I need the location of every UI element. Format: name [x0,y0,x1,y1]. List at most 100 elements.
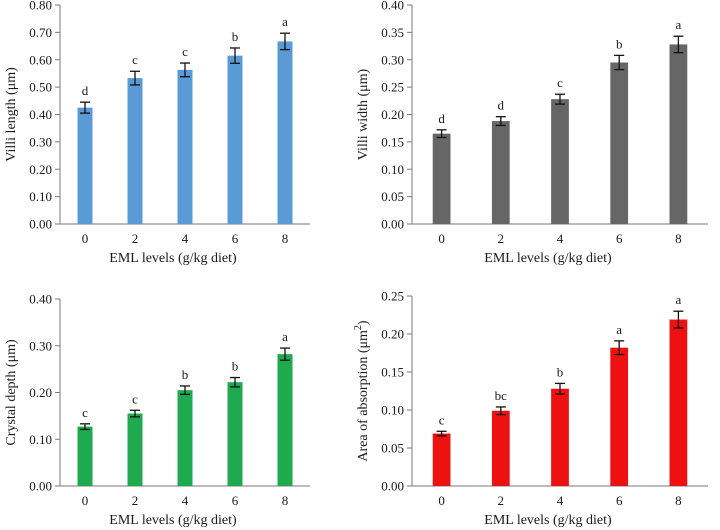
y-tick-label: 0.30 [29,338,52,353]
x-axis-label: EML levels (g/kg diet) [484,513,612,528]
y-axis-label-suffix: ) [356,320,371,325]
chart-panel-top-left: 0.00 0.10 0.20 0.30 0.40 0.50 0.60 0.70 0.80 d 0 c 2… [4,0,310,266]
y-tick-label: 0.25 [381,289,404,304]
significance-letter: b [232,359,239,374]
y-tick-label: 0.35 [381,25,404,40]
significance-letter: b [616,36,623,51]
x-tick-label: 4 [557,493,564,508]
x-tick-label: 6 [616,231,623,246]
y-tick-label: 0.15 [381,365,404,380]
x-tick-label: 6 [232,231,239,246]
y-axis-label-text: Villi length (μm) [4,67,19,162]
y-tick-label: 0.20 [381,327,404,342]
x-tick-label: 2 [498,493,505,508]
y-tick-label: 0.10 [381,162,404,177]
y-tick-label: 0.00 [381,479,404,494]
x-axis-label: EML levels (g/kg diet) [109,251,237,266]
bar-8 [277,354,293,486]
significance-letter: a [282,329,288,344]
y-axis-label: Crystal depth (μm) [4,339,19,446]
significance-letter: c [82,405,88,420]
bar-2 [491,410,510,486]
y-axis-label: Area of absorption (μm2) [353,320,371,462]
x-tick-label: 0 [438,493,445,508]
significance-letter: b [182,367,189,382]
x-tick-label: 2 [498,231,505,246]
x-tick-label: 4 [557,231,564,246]
x-tick-label: 0 [82,231,89,246]
y-tick-label: 0.60 [29,52,52,67]
x-tick-label: 6 [616,493,623,508]
y-tick-label: 0.20 [29,385,52,400]
y-axis-label-text: Area of absorption (μm [356,330,371,462]
y-tick-label: 0.15 [381,134,404,149]
x-tick-label: 2 [132,493,139,508]
bar-0 [432,433,451,486]
y-tick-label: 0.40 [381,0,404,13]
y-tick-label: 0.00 [29,479,52,494]
bar-0 [77,426,93,486]
significance-letter: a [676,292,682,307]
bar-8 [669,44,688,224]
bar-0 [77,107,93,224]
chart-panel-top-right: 0.00 0.05 0.10 0.15 0.20 0.25 0.30 0.35 0.40 d 0 d 2… [356,0,708,266]
y-axis-label-text: Villi width (μm) [356,68,371,160]
significance-letter: a [676,17,682,32]
x-tick-label: 4 [182,231,189,246]
y-tick-label: 0.80 [29,0,52,13]
x-tick-label: 8 [675,493,682,508]
bar-4 [551,388,569,486]
significance-letter: b [232,29,239,44]
y-tick-label: 0.05 [381,189,404,204]
y-tick-label: 0.10 [381,403,404,418]
y-tick-label: 0.20 [381,107,404,122]
significance-letter: b [557,364,564,379]
y-tick-label: 0.00 [381,217,404,232]
y-tick-label: 0.10 [29,432,52,447]
chart-panel-bottom-right: 0.00 0.05 0.10 0.15 0.20 0.25 c 0 bc 2 b 4 a 6 a 8 EML l… [353,289,708,528]
significance-letter: c [557,75,563,90]
significance-letter: c [132,52,138,67]
x-tick-label: 8 [675,231,682,246]
y-tick-label: 0.50 [29,80,52,95]
bar-4 [177,390,193,486]
x-tick-label: 0 [438,231,445,246]
y-tick-label: 0.40 [29,107,52,122]
chart-panel-bottom-left: 0.00 0.10 0.20 0.30 0.40 c 0 c 2 b 4 b 6 a 8 EML levels… [4,292,310,528]
bar-6 [610,62,629,224]
significance-letter: d [82,83,89,98]
y-tick-label: 0.10 [29,189,52,204]
y-axis-label: Villi length (μm) [4,67,19,162]
bar-2 [127,78,143,224]
y-tick-label: 0.40 [29,292,52,307]
significance-letter: d [498,98,505,113]
bar-6 [227,55,243,224]
significance-letter: bc [495,388,508,403]
x-axis-label: EML levels (g/kg diet) [109,513,237,528]
y-axis-label: Villi width (μm) [356,68,371,160]
y-tick-label: 0.30 [381,52,404,67]
bar-2 [127,413,143,486]
y-tick-label: 0.05 [381,441,404,456]
y-tick-label: 0.70 [29,25,52,40]
x-tick-label: 6 [232,493,239,508]
bar-0 [432,133,451,224]
bar-8 [669,319,688,486]
x-axis-label: EML levels (g/kg diet) [484,251,612,266]
bar-2 [491,121,510,224]
x-tick-label: 2 [132,231,139,246]
y-axis-label-superscript: 2 [353,325,364,330]
x-tick-label: 8 [282,493,289,508]
bar-6 [610,347,629,486]
significance-letter: d [438,111,445,126]
significance-letter: a [282,14,288,29]
significance-letter: a [616,322,622,337]
y-tick-label: 0.00 [29,217,52,232]
significance-letter: c [182,44,188,59]
x-tick-label: 0 [82,493,89,508]
x-tick-label: 8 [282,231,289,246]
x-tick-label: 4 [182,493,189,508]
bar-4 [551,99,569,224]
bar-6 [227,382,243,486]
